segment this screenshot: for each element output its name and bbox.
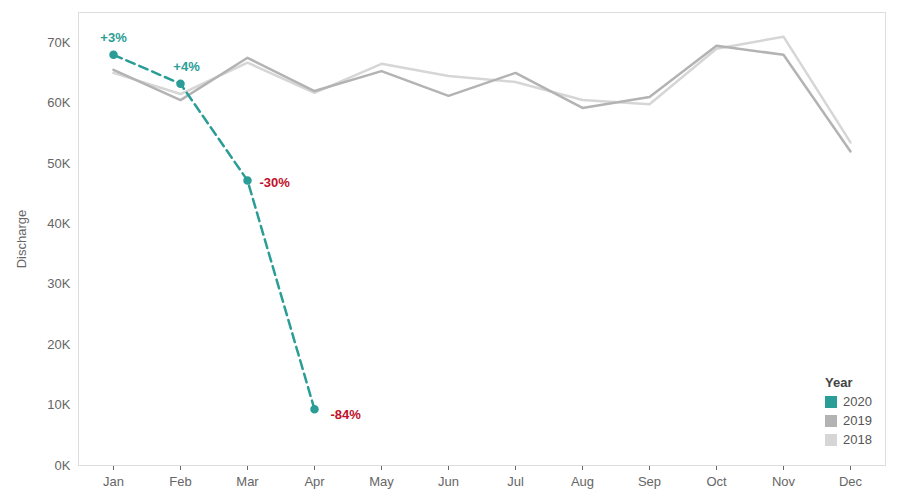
svg-text:Apr: Apr — [304, 474, 325, 489]
svg-text:Mar: Mar — [236, 474, 259, 489]
svg-text:Jun: Jun — [438, 474, 459, 489]
svg-text:May: May — [369, 474, 394, 489]
svg-text:Sep: Sep — [638, 474, 661, 489]
svg-text:20K: 20K — [47, 337, 70, 352]
svg-text:50K: 50K — [47, 156, 70, 171]
svg-text:-30%: -30% — [260, 175, 291, 190]
svg-text:30K: 30K — [47, 276, 70, 291]
svg-text:Jul: Jul — [507, 474, 524, 489]
svg-text:+4%: +4% — [173, 59, 200, 74]
svg-text:70K: 70K — [47, 35, 70, 50]
svg-text:Dec: Dec — [839, 474, 863, 489]
svg-text:Jan: Jan — [103, 474, 124, 489]
svg-text:40K: 40K — [47, 216, 70, 231]
svg-text:-84%: -84% — [331, 407, 362, 422]
svg-text:10K: 10K — [47, 397, 70, 412]
svg-text:+3%: +3% — [100, 30, 127, 45]
html-text:2018: 2018 — [843, 432, 872, 447]
svg-text:Oct: Oct — [706, 474, 727, 489]
svg-text:60K: 60K — [47, 95, 70, 110]
svg-text:0K: 0K — [55, 458, 71, 473]
html-text:Year: Year — [825, 375, 853, 390]
svg-text:Aug: Aug — [571, 474, 594, 489]
html-text:2019: 2019 — [843, 413, 872, 428]
svg-text:Feb: Feb — [169, 474, 191, 489]
svg-text:Discharge: Discharge — [14, 210, 29, 269]
html-text:2020: 2020 — [843, 394, 872, 409]
svg-text:Nov: Nov — [772, 474, 796, 489]
